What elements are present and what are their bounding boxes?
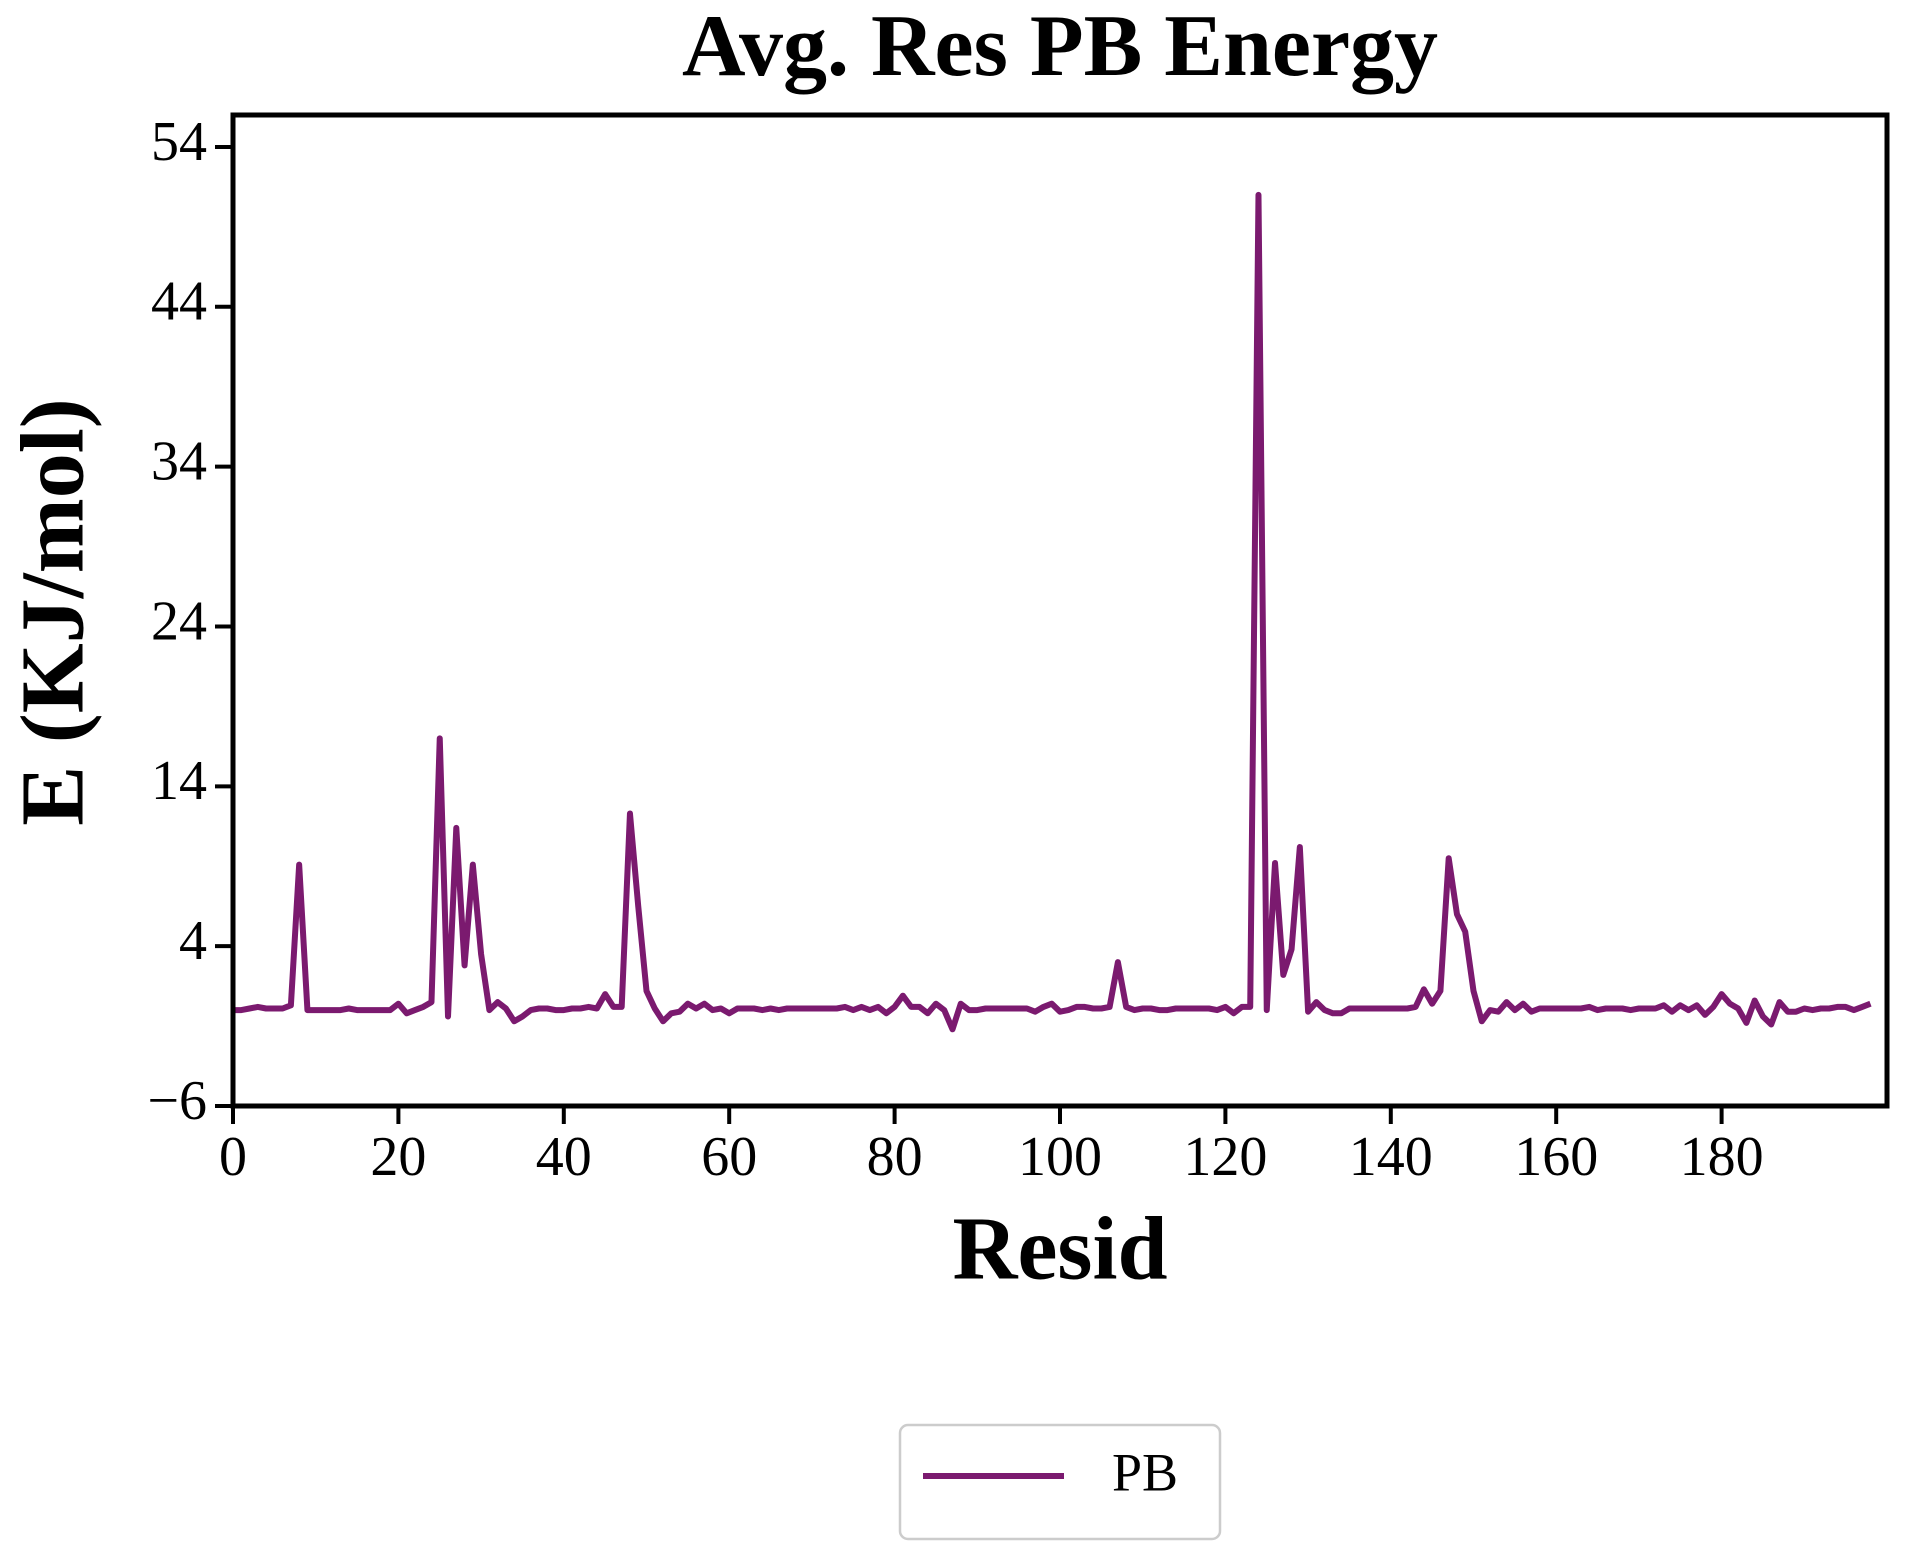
x-tick-label: 140: [1349, 1126, 1433, 1188]
x-tick-label: 120: [1183, 1126, 1267, 1188]
plot-frame: [230, 112, 1890, 1109]
x-tick-label: 100: [1018, 1126, 1102, 1188]
y-axis-label: E (KJ/mol): [4, 398, 103, 825]
x-tick-label: 20: [370, 1126, 426, 1188]
chart-title: Avg. Res PB Energy: [682, 0, 1438, 95]
y-tick-label: 54: [151, 111, 207, 173]
y-tick-label: −6: [147, 1070, 207, 1132]
legend: [898, 1423, 1222, 1541]
x-tick-label: 40: [536, 1126, 592, 1188]
data-line: [233, 191, 1872, 1033]
x-axis-label: Resid: [952, 1200, 1167, 1299]
x-tick-label: 80: [867, 1126, 923, 1188]
x-tick-label: 180: [1680, 1126, 1764, 1188]
y-tick-label: 14: [151, 750, 207, 812]
y-tick-label: 44: [151, 271, 207, 333]
y-tick-label: 4: [179, 910, 207, 972]
x-tick-label: 160: [1514, 1126, 1598, 1188]
y-tick-label: 34: [151, 430, 207, 492]
legend-label: PB: [1112, 1442, 1178, 1502]
y-tick-label: 24: [151, 590, 207, 652]
x-tick-label: 60: [701, 1126, 757, 1188]
x-tick-label: 0: [219, 1126, 247, 1188]
